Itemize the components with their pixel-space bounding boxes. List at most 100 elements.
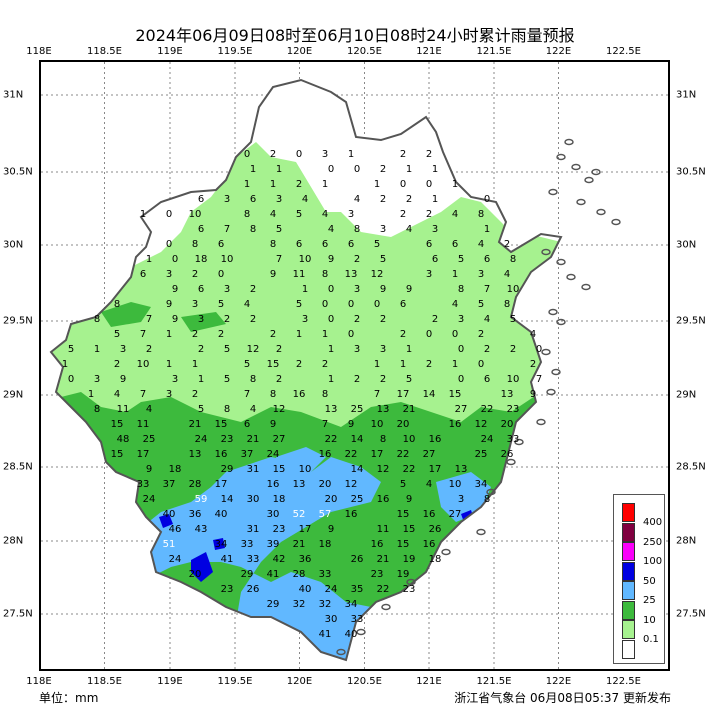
island bbox=[548, 188, 558, 196]
island bbox=[486, 488, 496, 496]
station-value: 2 bbox=[250, 284, 256, 295]
station-value: 8 bbox=[244, 209, 250, 220]
station-value: 3 bbox=[224, 194, 230, 205]
station-value: 7 bbox=[276, 254, 282, 265]
station-value: 17 bbox=[215, 479, 228, 490]
station-value: 2 bbox=[530, 359, 536, 370]
station-value: 1 bbox=[88, 389, 94, 400]
station-value: 0 bbox=[478, 359, 484, 370]
station-value: 4 bbox=[452, 299, 458, 310]
station-value: 9 bbox=[328, 524, 334, 535]
station-value: 9 bbox=[270, 269, 276, 280]
station-value: 1 bbox=[452, 359, 458, 370]
station-value: 14 bbox=[351, 434, 364, 445]
station-value: 0 bbox=[172, 254, 178, 265]
station-value: 9 bbox=[146, 464, 152, 475]
station-value: 2 bbox=[114, 359, 120, 370]
station-value: 24 bbox=[267, 449, 280, 460]
station-value: 20 bbox=[397, 419, 410, 430]
station-value: 14 bbox=[423, 389, 436, 400]
station-value: 46 bbox=[169, 524, 182, 535]
station-value: 40 bbox=[215, 509, 228, 520]
station-value: 2 bbox=[380, 194, 386, 205]
station-values: 0 2 0 3 1 2 21 1 0 0 2 1 11 1 2 1 1 0 0 16 3 6 3 4 4 2 2 1 01 0 10 8 4 5 4… bbox=[62, 149, 542, 640]
station-value: 4 bbox=[354, 194, 360, 205]
station-value: 6 bbox=[432, 254, 438, 265]
station-value: 25 bbox=[351, 494, 364, 505]
legend: 400 250 100 50 25 10 0.1 bbox=[613, 494, 665, 664]
station-value: 2 bbox=[296, 179, 302, 190]
station-value: 10 bbox=[403, 434, 416, 445]
station-value: 3 bbox=[94, 374, 100, 385]
station-value: 7 bbox=[146, 314, 152, 325]
island bbox=[336, 648, 346, 656]
lon-tick-bot: 121.5E bbox=[476, 676, 512, 687]
station-value: 8 bbox=[114, 299, 120, 310]
station-value: 16 bbox=[319, 449, 332, 460]
station-value: 7 bbox=[224, 224, 230, 235]
lat-tick-right: 28N bbox=[676, 535, 697, 547]
station-value: 1 bbox=[432, 164, 438, 175]
station-value: 5 bbox=[296, 299, 302, 310]
station-value: 9 bbox=[270, 419, 276, 430]
station-value: 5 bbox=[68, 344, 74, 355]
station-value: 16 bbox=[423, 539, 436, 550]
station-value: 4 bbox=[478, 239, 484, 250]
station-value: 10 bbox=[189, 209, 202, 220]
legend-swatch bbox=[622, 542, 635, 561]
station-value: 15 bbox=[449, 389, 462, 400]
station-value: 1 bbox=[94, 344, 100, 355]
lat-tick-left: 29N bbox=[3, 389, 24, 401]
station-value: 32 bbox=[293, 599, 306, 610]
station-value: 22 bbox=[377, 584, 390, 595]
station-value: 10 bbox=[507, 374, 520, 385]
station-value: 42 bbox=[273, 554, 286, 565]
station-value: 37 bbox=[241, 449, 254, 460]
station-value: 2 bbox=[276, 344, 282, 355]
station-value: 27 bbox=[455, 404, 468, 415]
map-frame: 0 2 0 3 1 2 2 1 1 0 0 2 1 1 1 1 2 1 1 0 0 1 6 3 6 3 4 4 2 2 1 0 1 0 10 8 4 5 4… bbox=[39, 60, 670, 671]
island bbox=[506, 458, 516, 466]
station-value: 29 bbox=[221, 464, 234, 475]
lon-tick-top: 119E bbox=[157, 46, 183, 57]
station-value: 3 bbox=[458, 494, 464, 505]
station-value: 13 bbox=[293, 479, 306, 490]
station-value: 3 bbox=[198, 314, 204, 325]
station-value: 4 bbox=[406, 224, 412, 235]
station-value: 10 bbox=[137, 359, 150, 370]
island bbox=[541, 348, 551, 356]
station-value: 15 bbox=[397, 509, 410, 520]
station-value: 7 bbox=[484, 284, 490, 295]
station-value: 1 bbox=[140, 209, 146, 220]
station-value: 4 bbox=[328, 224, 334, 235]
station-value: 6 bbox=[250, 194, 256, 205]
lon-tick-top: 118.5E bbox=[87, 46, 122, 57]
lon-tick-bot: 119E bbox=[157, 676, 183, 687]
station-value: 2 bbox=[276, 374, 282, 385]
station-value: 4 bbox=[452, 209, 458, 220]
station-value: 2 bbox=[192, 269, 198, 280]
island bbox=[541, 248, 551, 256]
lon-tick-top: 121E bbox=[416, 46, 442, 57]
station-value: 15 bbox=[403, 524, 416, 535]
lat-tick-right: 29N bbox=[676, 389, 697, 401]
station-value: 3 bbox=[166, 269, 172, 280]
station-value: 5 bbox=[380, 254, 386, 265]
station-value: 21 bbox=[189, 419, 202, 430]
station-value: 12 bbox=[345, 479, 358, 490]
station-value: 21 bbox=[247, 434, 260, 445]
station-value: 1 bbox=[166, 329, 172, 340]
station-value: 16 bbox=[267, 479, 280, 490]
province-boundary bbox=[49, 78, 563, 662]
station-value: 10 bbox=[221, 254, 234, 265]
station-value: 13 bbox=[501, 389, 514, 400]
station-value: 8 bbox=[224, 404, 230, 415]
station-value: 5 bbox=[400, 479, 406, 490]
issuer-label: 浙江省气象台 06月08日05:37 更新发布 bbox=[454, 691, 671, 705]
station-value: 10 bbox=[507, 284, 520, 295]
lon-tick-bot: 118E bbox=[26, 676, 52, 687]
station-value: 15 bbox=[397, 539, 410, 550]
station-value: 7 bbox=[244, 389, 250, 400]
station-value: 4 bbox=[270, 209, 276, 220]
station-value: 2 bbox=[354, 314, 360, 325]
